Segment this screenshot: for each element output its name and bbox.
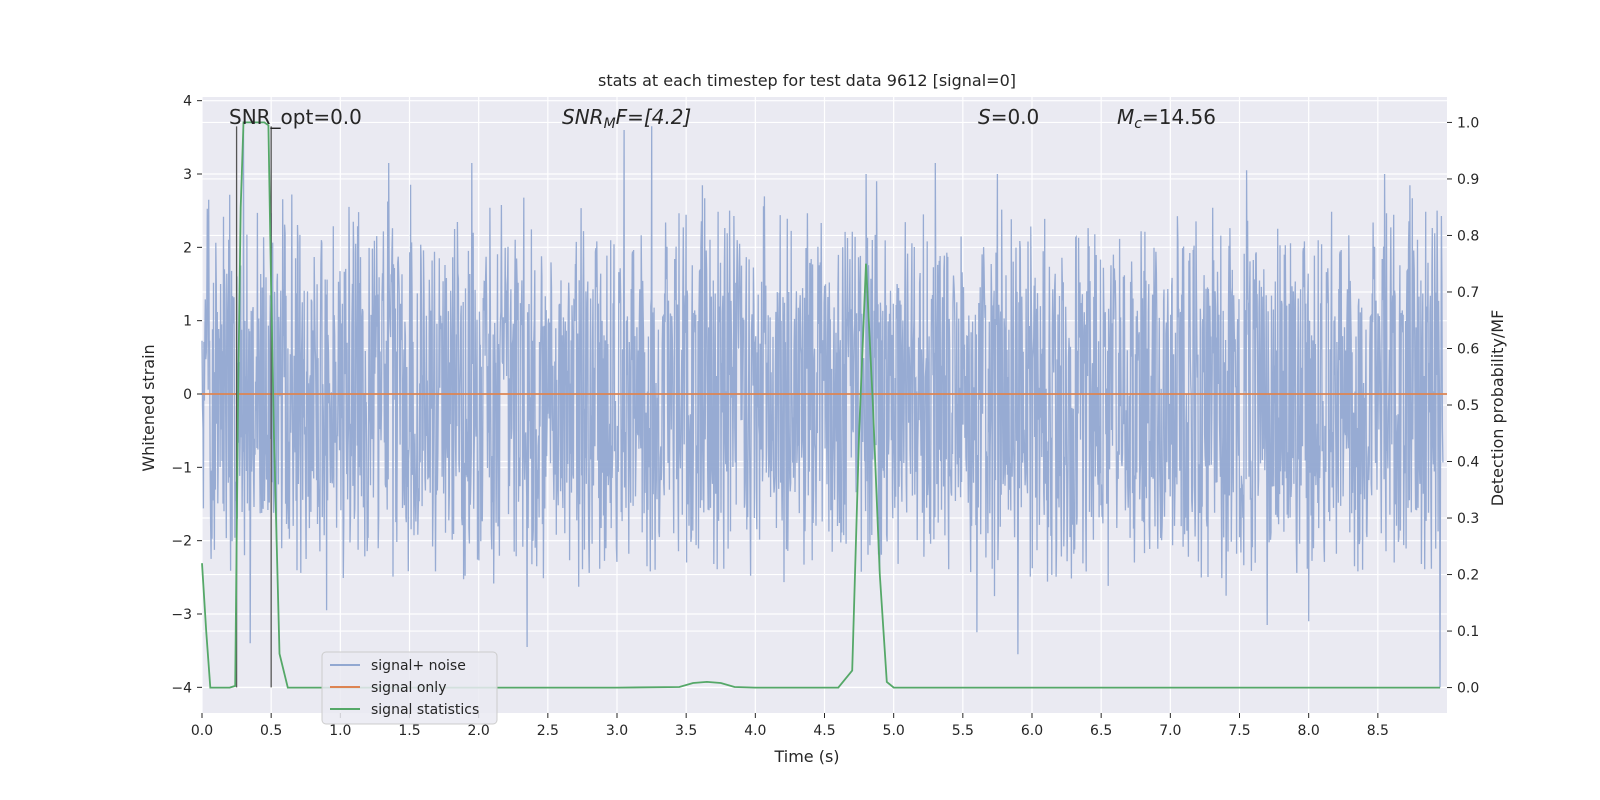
x-tick-label: 0.5	[260, 723, 282, 739]
x-tick-label: 5.0	[883, 723, 905, 739]
y-tick-label-right: 0.2	[1457, 568, 1479, 584]
x-tick-label: 4.5	[813, 723, 835, 739]
y-tick-label-right: 1.0	[1457, 115, 1479, 131]
y-tick-label-right: 0.9	[1457, 172, 1479, 188]
y-ticks-right: 0.0 0.1 0.2 0.3 0.4 0.5 0.6 0.7 0.8 0.9 1.0	[1447, 115, 1479, 697]
x-tick-label: 1.5	[398, 723, 420, 739]
y-tick-label-left: 1	[183, 314, 192, 330]
y-tick-label-right: 0.8	[1457, 228, 1479, 244]
y-tick-label-right: 0.0	[1457, 681, 1479, 697]
y-tick-label-right: 0.3	[1457, 511, 1479, 527]
legend-box	[321, 651, 498, 725]
y-axis-title-right: Detection probability/MF	[1488, 310, 1507, 507]
x-ticks: 0.0 0.5 1.0 1.5 2.0 2.5 3.0 3.5 4.0 4.5 5.0 5.5 6.0 6…	[191, 713, 1389, 739]
y-tick-label-left: −2	[171, 534, 192, 550]
x-axis-title: Time (s)	[773, 747, 839, 766]
annotation-snr-mf: SNRMF=[4.2]	[562, 105, 691, 132]
x-tick-label: 0.0	[191, 723, 213, 739]
x-tick-label: 1.0	[329, 723, 351, 739]
y-tick-label-right: 0.4	[1457, 455, 1479, 471]
chart-title: stats at each timestep for test data 961…	[598, 71, 1016, 90]
y-axis-title-left: Whitened strain	[139, 344, 158, 471]
x-tick-label: 2.0	[468, 723, 490, 739]
y-tick-label-left: −1	[171, 460, 192, 476]
y-ticks-left: −4 −3 −2 −1 0 1 2 3 4	[171, 94, 202, 696]
x-tick-label: 3.0	[606, 723, 628, 739]
x-tick-label: 3.5	[675, 723, 697, 739]
y-tick-label-right: 0.7	[1457, 285, 1479, 301]
y-tick-label-left: 2	[183, 240, 192, 256]
y-tick-label-right: 0.6	[1457, 341, 1479, 357]
y-tick-label-left: 0	[183, 387, 192, 403]
y-tick-label-left: 4	[183, 94, 192, 110]
x-tick-label: 8.0	[1298, 723, 1320, 739]
annotation-snr-opt: SNR_opt=0.0	[229, 105, 362, 129]
x-tick-label: 8.5	[1367, 723, 1389, 739]
x-tick-label: 6.5	[1090, 723, 1112, 739]
x-tick-label: 7.0	[1159, 723, 1181, 739]
annotation-mc: Mc=14.56	[1117, 105, 1216, 132]
x-tick-label: 2.5	[537, 723, 559, 739]
legend-label-noise: signal+ noise	[371, 658, 466, 674]
legend-label-statistics: signal statistics	[371, 702, 479, 718]
noise-series	[201, 126, 1444, 688]
y-tick-label-left: −4	[171, 680, 192, 696]
y-tick-label-right: 0.5	[1457, 398, 1479, 414]
legend: signal+ noise signal only signal statist…	[321, 651, 498, 725]
x-tick-label: 6.0	[1021, 723, 1043, 739]
legend-label-signal-only: signal only	[371, 680, 446, 696]
x-tick-label: 7.5	[1228, 723, 1250, 739]
y-tick-label-right: 0.1	[1457, 624, 1479, 640]
series-line-noise	[201, 126, 1444, 688]
annotation-s: S=0.0	[978, 105, 1039, 129]
y-tick-label-left: 3	[183, 167, 192, 183]
x-tick-label: 5.5	[952, 723, 974, 739]
y-tick-label-left: −3	[171, 607, 192, 623]
x-tick-label: 4.0	[744, 723, 766, 739]
